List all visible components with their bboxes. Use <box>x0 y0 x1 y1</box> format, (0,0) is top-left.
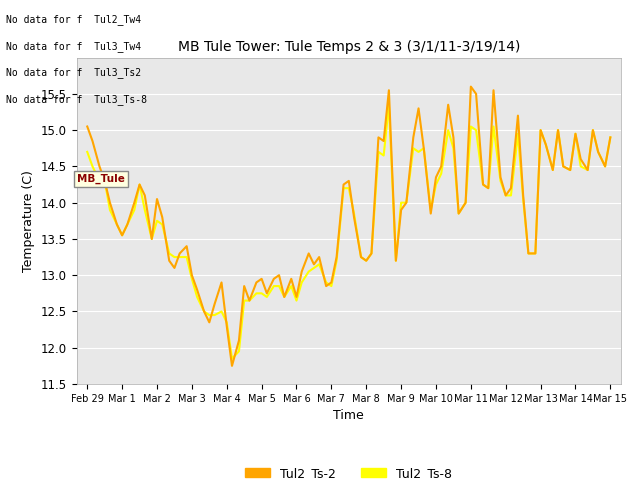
Tul2_Ts-2 <box>601 164 609 169</box>
Tul2_Ts-2 <box>83 124 91 130</box>
Tul2_Ts-8 <box>397 200 405 205</box>
Title: MB Tule Tower: Tule Temps 2 & 3 (3/1/11-3/19/14): MB Tule Tower: Tule Temps 2 & 3 (3/1/11-… <box>178 40 520 54</box>
X-axis label: Time: Time <box>333 409 364 422</box>
Text: No data for f  Tul3_Ts2: No data for f Tul3_Ts2 <box>6 67 141 78</box>
Tul2_Ts-8 <box>601 164 609 169</box>
Tul2_Ts-8 <box>537 127 545 133</box>
Tul2_Ts-8 <box>228 356 236 361</box>
Tul2_Ts-8 <box>218 309 225 314</box>
Tul2_Ts-8 <box>83 149 91 155</box>
Tul2_Ts-2 <box>148 236 156 242</box>
Tul2_Ts-2 <box>218 279 225 285</box>
Tul2_Ts-8 <box>385 102 393 108</box>
Tul2_Ts-8 <box>607 134 614 140</box>
Line: Tul2_Ts-2: Tul2_Ts-2 <box>87 86 611 366</box>
Y-axis label: Temperature (C): Temperature (C) <box>22 170 35 272</box>
Tul2_Ts-2 <box>537 127 545 133</box>
Legend: Tul2_Ts-2, Tul2_Ts-8: Tul2_Ts-2, Tul2_Ts-8 <box>241 462 457 480</box>
Text: No data for f  Tul3_Ts-8: No data for f Tul3_Ts-8 <box>6 94 147 105</box>
Text: No data for f  Tul3_Tw4: No data for f Tul3_Tw4 <box>6 41 141 52</box>
Tul2_Ts-2 <box>607 134 614 140</box>
Text: No data for f  Tul2_Tw4: No data for f Tul2_Tw4 <box>6 14 141 25</box>
Tul2_Ts-2 <box>392 258 400 264</box>
Tul2_Ts-8 <box>148 236 156 242</box>
Tul2_Ts-2 <box>205 320 213 325</box>
Tul2_Ts-8 <box>205 312 213 318</box>
Line: Tul2_Ts-8: Tul2_Ts-8 <box>87 105 611 359</box>
Text: MB_Tule: MB_Tule <box>77 174 125 184</box>
Tul2_Ts-2 <box>467 84 475 89</box>
Tul2_Ts-2 <box>228 363 236 369</box>
